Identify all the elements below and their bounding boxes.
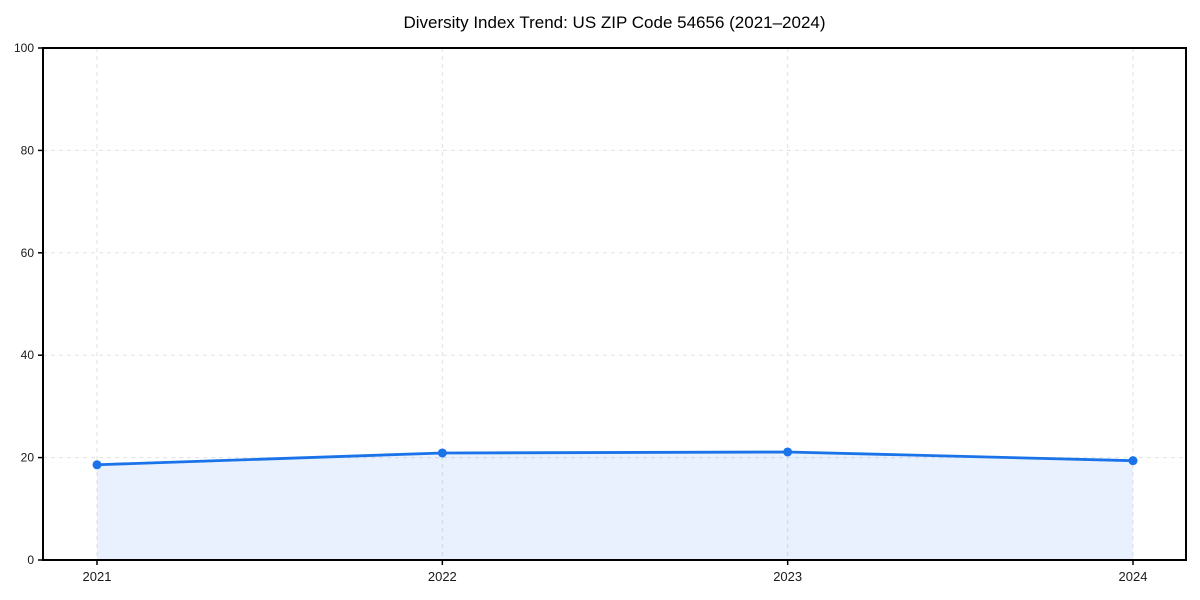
y-tick-label: 40 xyxy=(21,348,35,362)
y-tick-label: 60 xyxy=(21,246,35,260)
x-tick-label: 2023 xyxy=(773,569,802,584)
data-point-2021 xyxy=(92,460,102,470)
plot-border xyxy=(42,47,1187,561)
y-tick-label: 20 xyxy=(21,451,35,465)
data-point-2024 xyxy=(1128,456,1138,466)
y-tick-label: 0 xyxy=(27,553,34,567)
y-tick-label: 100 xyxy=(14,41,34,55)
x-tick-label: 2021 xyxy=(83,569,112,584)
x-tick-label: 2024 xyxy=(1119,569,1148,584)
x-tick-label: 2022 xyxy=(428,569,457,584)
y-tick-label: 80 xyxy=(21,143,35,157)
area-fill xyxy=(97,452,1133,560)
trend-line xyxy=(95,450,1135,467)
data-point-2023 xyxy=(783,447,793,457)
chart-title: Diversity Index Trend: US ZIP Code 54656… xyxy=(403,13,826,32)
data-point-2022 xyxy=(437,448,447,458)
